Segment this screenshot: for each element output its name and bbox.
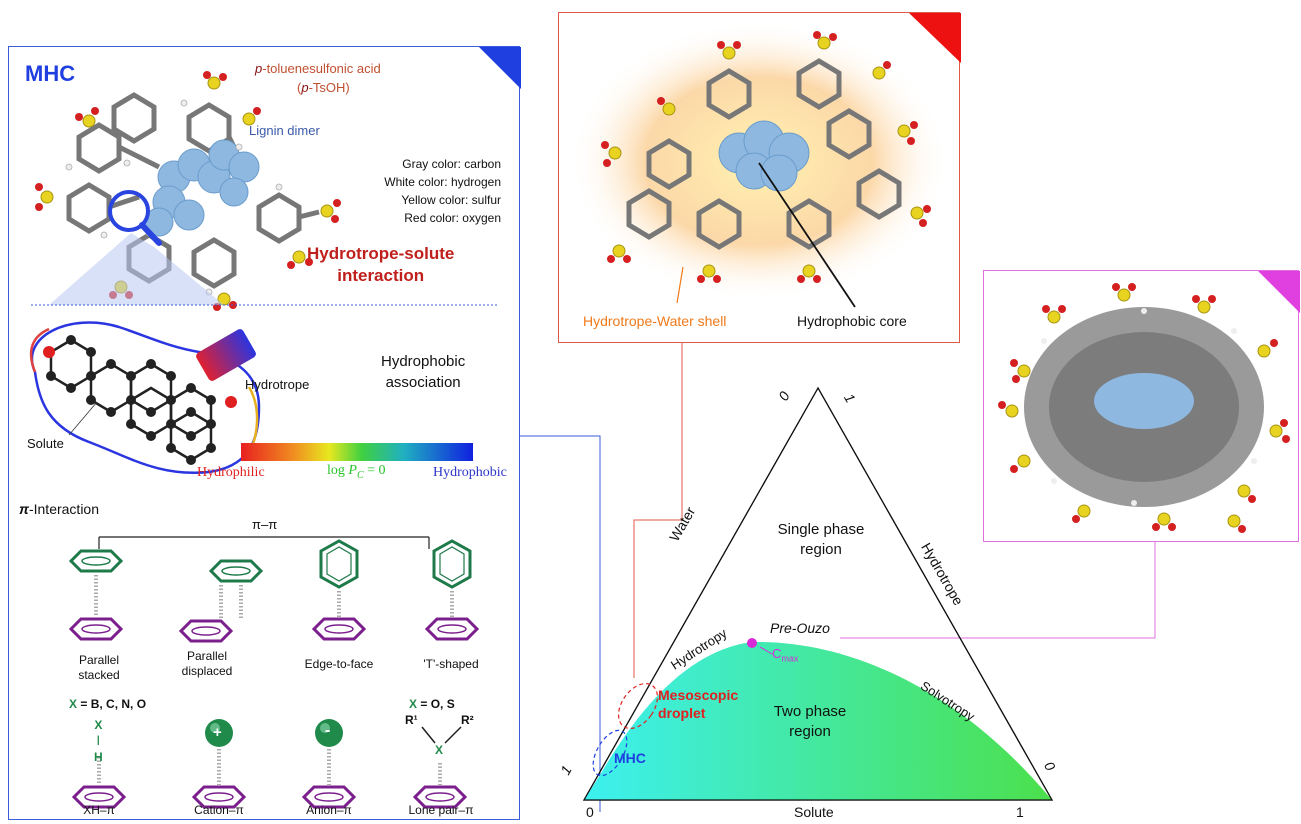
xh-pi-icon (71, 757, 127, 809)
hydrotrope-block (196, 329, 256, 381)
hydrophobic-association-label: Hydrophobic association (381, 353, 466, 391)
mhc-ellipse (592, 729, 628, 777)
shell-graphics (569, 13, 961, 308)
t-shaped-label: 'T'-shaped (423, 657, 479, 671)
corner-flag-magenta (1258, 271, 1300, 313)
anion-pi-icon (301, 719, 357, 809)
mesoscopic-droplet-ellipse (617, 682, 659, 730)
two-phase-region-label: Two phase region (773, 703, 847, 740)
lignin-dimer-label: Lignin dimer (249, 123, 320, 138)
shell-molecule-image (601, 31, 931, 283)
hydrophilic-label: Hydrophilic (197, 465, 265, 480)
hydrophobic-label: Hydrophobic (433, 465, 507, 480)
pi-interaction-title: π-Interaction (19, 501, 100, 517)
color-key-hydrogen: White color: hydrogen (384, 175, 501, 189)
solute-axis-label: Solute (794, 804, 834, 820)
core-pointer-line (758, 162, 856, 308)
lone-pair-r2: R² (461, 713, 474, 727)
x-definition-left: X = B, C, N, O (69, 697, 147, 711)
pi-pi-label: π–π (252, 517, 278, 532)
parallel-displaced-icon (178, 559, 264, 643)
edge-to-face-label: Edge-to-face (304, 657, 374, 671)
mesoscopic-droplet-label: Mesoscopic droplet (658, 687, 739, 721)
t-shaped-icon (424, 539, 480, 641)
corner-flag-blue (479, 47, 521, 89)
x-definition-right: X = O, S (409, 697, 455, 711)
color-key-sulfur: Yellow color: sulfur (401, 193, 501, 207)
pi-pi-bracket (98, 536, 430, 549)
parallel-stacked-label: Parallel stacked (78, 653, 120, 682)
solute-axis-1: 1 (1016, 804, 1024, 820)
corner-flag-red (909, 13, 961, 63)
edge-to-face-icon (311, 539, 367, 641)
molecule-abbrev: (p-TsOH) (297, 80, 350, 95)
cmax-label: Cmax (772, 646, 799, 664)
atom-color-key: Gray color: carbon White color: hydrogen… (384, 155, 501, 227)
xh-group: X | H (94, 718, 103, 764)
solute-label: Solute (27, 436, 64, 451)
lone-pair-r1: R¹ (405, 713, 418, 727)
pre-ouzo-panel (983, 270, 1300, 542)
color-key-oxygen: Red color: oxygen (404, 211, 501, 225)
solute-diagram (29, 321, 261, 474)
cmax-pointer (759, 646, 773, 655)
mhc-panel-graphics (29, 47, 521, 809)
hydrotrope-water-shell-label: Hydrotrope-Water shell (583, 313, 727, 329)
cation-sign: + (213, 724, 222, 741)
single-phase-region-label: Single phase region (777, 521, 865, 558)
hydrophobic-core-label: Hydrophobic core (797, 313, 907, 329)
anion-pi-label: Anion–π (306, 803, 352, 817)
parallel-stacked-icon (68, 549, 124, 641)
shell-pointer-line (676, 266, 684, 304)
anion-sign: - (325, 722, 331, 739)
solute-axis-0: 0 (586, 804, 594, 820)
xh-pi-label: XH–π (83, 803, 115, 817)
two-phase-region (584, 641, 1052, 800)
molecule-name: p-toluenesulfonic acid (255, 61, 381, 76)
lone-pair-x: X (435, 743, 444, 757)
cmax-point (747, 638, 757, 648)
pre-ouzo-graphics (998, 271, 1300, 533)
cation-pi-label: Cation–π (194, 803, 244, 817)
logp-zero-label: log PC = 0 (327, 463, 386, 481)
mhc-title: MHC (25, 61, 76, 86)
magnifier-icon (108, 190, 150, 232)
lone-pair-pi-label: Lone pair–π (408, 803, 474, 817)
hydrotrope-label: Hydrotrope (245, 377, 310, 392)
hydrophobicity-scale-bar (241, 443, 473, 461)
parallel-displaced-label: Parallel displaced (181, 649, 233, 678)
mhc-molecule-image (35, 71, 341, 311)
pre-ouzo-label: Pre-Ouzo (770, 620, 830, 636)
shell-panel: Hydrotrope-Water shell Hydrophobic core (558, 12, 961, 343)
lone-pair-pi-icon (412, 726, 468, 809)
mhc-ternary-label: MHC (614, 750, 646, 766)
hydrotrope-solute-interaction-label: Hydrotrope-solute interaction (307, 244, 455, 285)
pre-ouzo-molecule-image (998, 283, 1290, 533)
cation-pi-icon (191, 719, 247, 809)
color-key-carbon: Gray color: carbon (402, 157, 501, 171)
mhc-panel: MHC p-toluenesulfonic acid (p-TsOH) Lign… (8, 46, 521, 820)
